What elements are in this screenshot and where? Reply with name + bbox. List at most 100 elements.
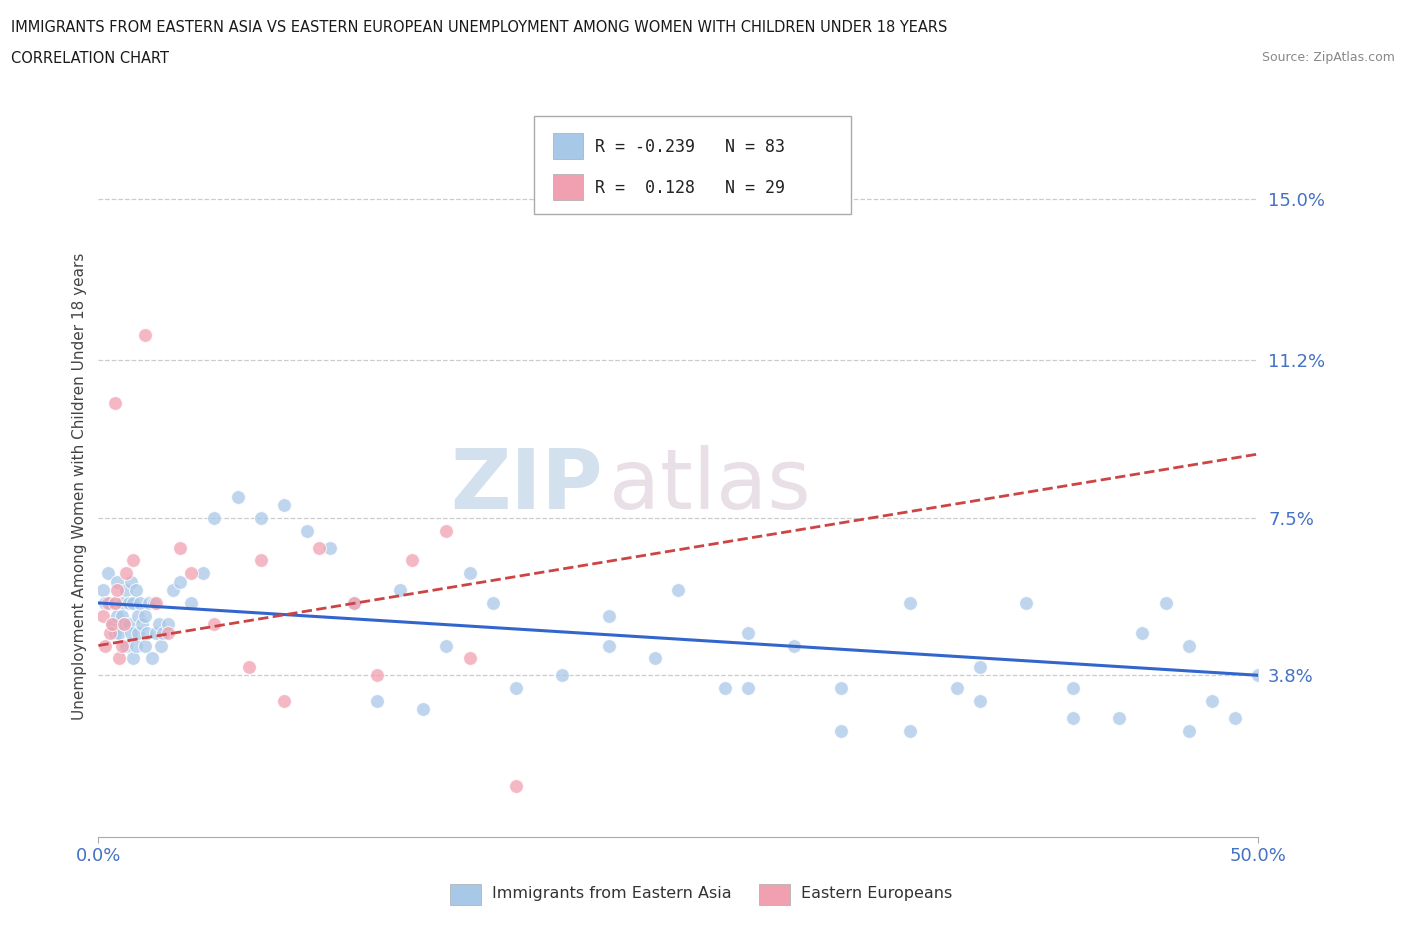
Point	[127, 608, 149, 623]
Point	[104, 625, 127, 640]
Point	[120, 625, 142, 640]
Text: Eastern Europeans: Eastern Europeans	[801, 886, 953, 901]
Point	[101, 617, 124, 631]
Y-axis label: Unemployment Among Women with Children Under 18 years: Unemployment Among Women with Children U…	[72, 252, 87, 720]
Point	[180, 595, 202, 610]
Point	[134, 638, 156, 653]
Point	[1178, 638, 1201, 653]
Text: CORRELATION CHART: CORRELATION CHART	[11, 51, 169, 66]
Point	[129, 595, 152, 610]
Point	[115, 583, 138, 598]
Point	[150, 638, 173, 653]
Point	[598, 608, 620, 623]
Point	[131, 617, 153, 631]
Point	[598, 638, 620, 653]
Point	[115, 638, 138, 653]
Point	[737, 625, 759, 640]
Point	[308, 540, 330, 555]
Point	[969, 694, 991, 709]
Text: atlas: atlas	[609, 445, 810, 526]
Text: R =  0.128   N = 29: R = 0.128 N = 29	[595, 179, 785, 197]
Point	[1108, 711, 1130, 725]
Point	[830, 724, 852, 738]
Text: ZIP: ZIP	[450, 445, 603, 526]
Point	[136, 625, 159, 640]
Point	[124, 638, 146, 653]
Point	[145, 595, 167, 610]
Point	[91, 608, 114, 623]
Point	[122, 595, 145, 610]
Point	[117, 617, 139, 631]
Point	[104, 595, 127, 610]
Point	[366, 694, 388, 709]
Point	[666, 583, 689, 598]
Point	[112, 617, 135, 631]
Point	[204, 511, 226, 525]
Point	[157, 625, 180, 640]
Point	[169, 540, 191, 555]
Point	[412, 702, 434, 717]
Point	[141, 651, 163, 666]
Point	[343, 595, 366, 610]
Point	[94, 638, 117, 653]
Point	[104, 395, 127, 410]
Point	[250, 511, 273, 525]
Point	[143, 595, 166, 610]
Text: R = -0.239   N = 83: R = -0.239 N = 83	[595, 138, 785, 155]
Point	[122, 651, 145, 666]
Point	[900, 595, 922, 610]
Point	[104, 595, 127, 610]
Point	[152, 625, 174, 640]
Point	[273, 694, 295, 709]
Point	[1247, 668, 1270, 683]
Point	[1201, 694, 1223, 709]
Text: IMMIGRANTS FROM EASTERN ASIA VS EASTERN EUROPEAN UNEMPLOYMENT AMONG WOMEN WITH C: IMMIGRANTS FROM EASTERN ASIA VS EASTERN …	[11, 20, 948, 35]
Point	[969, 659, 991, 674]
Point	[436, 638, 458, 653]
Point	[250, 553, 273, 568]
Point	[111, 595, 132, 610]
Point	[111, 638, 132, 653]
Point	[481, 595, 505, 610]
Point	[644, 651, 666, 666]
Point	[714, 681, 737, 696]
Point	[505, 778, 527, 793]
Point	[111, 608, 132, 623]
Point	[297, 524, 319, 538]
Point	[551, 668, 574, 683]
Point	[366, 668, 388, 683]
Point	[319, 540, 342, 555]
Point	[1062, 711, 1084, 725]
Point	[900, 724, 922, 738]
Point	[108, 625, 131, 640]
Text: Source: ZipAtlas.com: Source: ZipAtlas.com	[1261, 51, 1395, 64]
Text: Immigrants from Eastern Asia: Immigrants from Eastern Asia	[492, 886, 731, 901]
Point	[946, 681, 969, 696]
Point	[108, 651, 131, 666]
Point	[401, 553, 423, 568]
Point	[134, 608, 156, 623]
Point	[458, 651, 481, 666]
Point	[105, 583, 128, 598]
Point	[105, 574, 128, 589]
Point	[138, 595, 160, 610]
Point	[127, 625, 149, 640]
Point	[124, 583, 146, 598]
Point	[458, 565, 481, 580]
Point	[162, 583, 184, 598]
Point	[191, 565, 214, 580]
Point	[343, 595, 366, 610]
Point	[1154, 595, 1177, 610]
Point	[115, 565, 138, 580]
Point	[388, 583, 412, 598]
Point	[97, 565, 120, 580]
Point	[1015, 595, 1038, 610]
Point	[112, 617, 135, 631]
Point	[169, 574, 191, 589]
Point	[97, 595, 120, 610]
Point	[830, 681, 852, 696]
Point	[204, 617, 226, 631]
Point	[91, 583, 114, 598]
Point	[505, 681, 527, 696]
Point	[737, 681, 759, 696]
